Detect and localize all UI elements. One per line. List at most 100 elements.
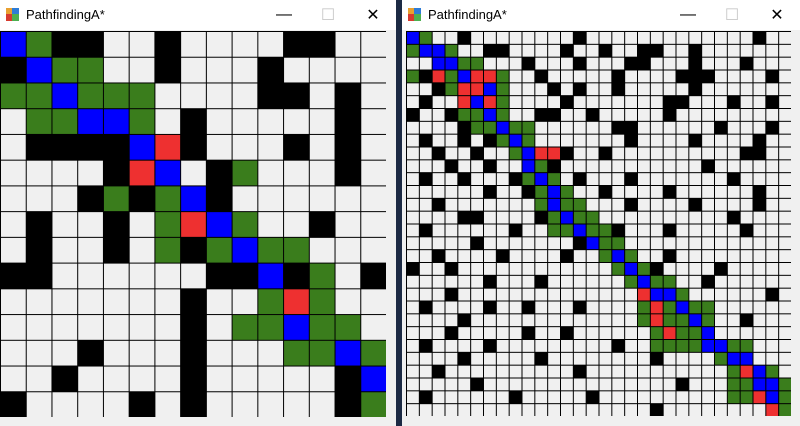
empty-cell[interactable] [766, 250, 779, 262]
empty-cell[interactable] [1, 315, 26, 340]
wall-cell[interactable] [471, 237, 483, 250]
empty-cell[interactable] [496, 186, 509, 198]
wall-cell[interactable] [181, 392, 206, 417]
empty-cell[interactable] [407, 198, 419, 211]
empty-cell[interactable] [335, 212, 361, 237]
path-cell[interactable] [407, 32, 419, 44]
empty-cell[interactable] [445, 134, 458, 147]
empty-cell[interactable] [599, 83, 612, 96]
closed-cell[interactable] [689, 340, 702, 352]
empty-cell[interactable] [599, 263, 612, 275]
empty-cell[interactable] [535, 134, 548, 147]
wall-cell[interactable] [573, 173, 586, 185]
empty-cell[interactable] [740, 237, 753, 250]
empty-cell[interactable] [766, 237, 779, 250]
empty-cell[interactable] [573, 275, 586, 288]
wall-cell[interactable] [52, 134, 78, 160]
closed-cell[interactable] [309, 315, 335, 340]
empty-cell[interactable] [650, 160, 663, 173]
empty-cell[interactable] [573, 340, 586, 352]
wall-cell[interactable] [445, 263, 458, 275]
wall-cell[interactable] [26, 263, 52, 289]
empty-cell[interactable] [599, 288, 612, 301]
path-cell[interactable] [689, 314, 702, 327]
empty-cell[interactable] [458, 44, 471, 57]
empty-cell[interactable] [638, 327, 650, 339]
empty-cell[interactable] [625, 160, 637, 173]
empty-cell[interactable] [599, 275, 612, 288]
wall-cell[interactable] [535, 70, 548, 83]
empty-cell[interactable] [484, 327, 496, 339]
wall-cell[interactable] [522, 186, 535, 198]
empty-cell[interactable] [676, 57, 689, 70]
empty-cell[interactable] [702, 121, 714, 134]
empty-cell[interactable] [484, 147, 496, 160]
empty-cell[interactable] [181, 32, 206, 57]
empty-cell[interactable] [638, 32, 650, 44]
empty-cell[interactable] [419, 275, 432, 288]
closed-cell[interactable] [715, 352, 727, 365]
empty-cell[interactable] [535, 391, 548, 404]
wall-cell[interactable] [484, 275, 496, 288]
empty-cell[interactable] [548, 32, 560, 44]
empty-cell[interactable] [1, 160, 26, 186]
empty-cell[interactable] [586, 327, 599, 339]
empty-cell[interactable] [129, 340, 155, 366]
empty-cell[interactable] [407, 275, 419, 288]
empty-cell[interactable] [702, 237, 714, 250]
empty-cell[interactable] [599, 32, 612, 44]
empty-cell[interactable] [727, 70, 740, 83]
empty-cell[interactable] [727, 404, 740, 416]
empty-cell[interactable] [638, 109, 650, 121]
closed-cell[interactable] [676, 327, 689, 339]
empty-cell[interactable] [407, 147, 419, 160]
wall-cell[interactable] [638, 44, 650, 57]
empty-cell[interactable] [548, 96, 560, 108]
empty-cell[interactable] [715, 70, 727, 83]
empty-cell[interactable] [471, 340, 483, 352]
empty-cell[interactable] [625, 96, 637, 108]
empty-cell[interactable] [26, 186, 52, 212]
empty-cell[interactable] [509, 186, 522, 198]
wall-cell[interactable] [335, 392, 361, 417]
closed-cell[interactable] [548, 211, 560, 224]
empty-cell[interactable] [535, 57, 548, 70]
empty-cell[interactable] [1, 186, 26, 212]
empty-cell[interactable] [689, 250, 702, 262]
empty-cell[interactable] [471, 186, 483, 198]
empty-cell[interactable] [612, 378, 625, 391]
empty-cell[interactable] [586, 160, 599, 173]
closed-cell[interactable] [458, 109, 471, 121]
empty-cell[interactable] [638, 121, 650, 134]
empty-cell[interactable] [586, 70, 599, 83]
empty-cell[interactable] [766, 275, 779, 288]
empty-cell[interactable] [676, 121, 689, 134]
wall-cell[interactable] [727, 211, 740, 224]
wall-cell[interactable] [432, 365, 445, 378]
wall-cell[interactable] [650, 44, 663, 57]
empty-cell[interactable] [1, 134, 26, 160]
empty-cell[interactable] [206, 366, 232, 392]
empty-cell[interactable] [407, 314, 419, 327]
wall-cell[interactable] [676, 70, 689, 83]
empty-cell[interactable] [625, 237, 637, 250]
empty-cell[interactable] [548, 263, 560, 275]
wall-cell[interactable] [103, 237, 129, 263]
empty-cell[interactable] [702, 32, 714, 44]
empty-cell[interactable] [779, 147, 791, 160]
empty-cell[interactable] [407, 224, 419, 237]
open-cell[interactable] [432, 70, 445, 83]
wall-cell[interactable] [445, 109, 458, 121]
empty-cell[interactable] [663, 173, 676, 185]
empty-cell[interactable] [496, 378, 509, 391]
empty-cell[interactable] [509, 275, 522, 288]
empty-cell[interactable] [509, 352, 522, 365]
empty-cell[interactable] [612, 44, 625, 57]
empty-cell[interactable] [522, 340, 535, 352]
empty-cell[interactable] [650, 32, 663, 44]
closed-cell[interactable] [509, 147, 522, 160]
empty-cell[interactable] [753, 263, 766, 275]
closed-cell[interactable] [561, 186, 573, 198]
empty-cell[interactable] [779, 301, 791, 314]
empty-cell[interactable] [715, 109, 727, 121]
